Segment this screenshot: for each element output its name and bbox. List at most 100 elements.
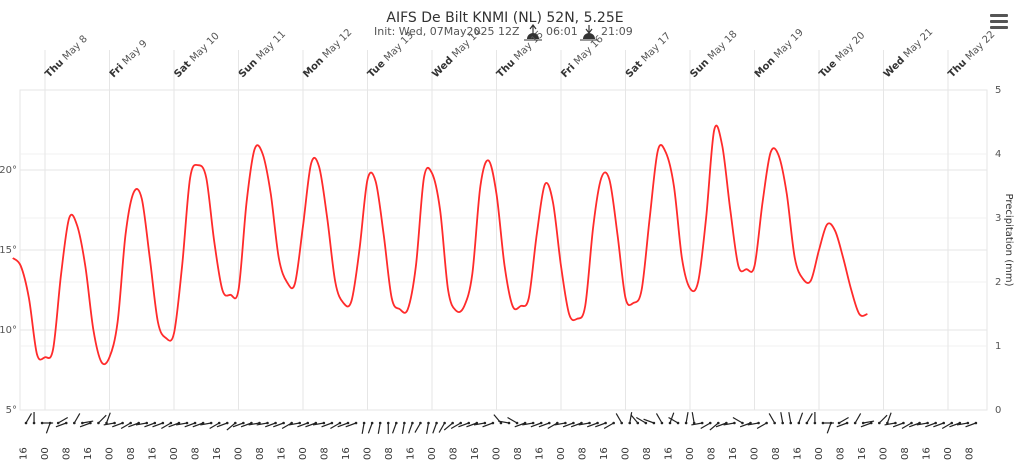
hour-label: 08 [126,447,137,460]
hour-label: 08 [513,447,524,460]
wind-barb-dot [282,421,285,425]
wind-barb-dot [556,421,559,425]
y-left-tick-label: 10° [0,325,17,336]
wind-barb [161,422,172,430]
wind-barb [615,413,623,424]
hour-label: 08 [62,447,73,460]
wind-barb-dot [330,421,334,425]
hour-label: 08 [965,447,976,460]
wind-barb [337,422,349,428]
wind-barb [105,412,111,424]
wind-barb [863,420,875,424]
day-label-date: May 12 [321,27,355,61]
wind-barb [522,422,534,426]
wind-barb [73,413,81,424]
wind-barb [466,422,478,428]
wind-barb [79,422,91,428]
hour-label: 08 [707,447,718,460]
wind-barb [669,412,675,424]
wind-barb-dot [201,421,205,425]
wind-barb-dot [797,421,801,425]
wind-barb-dot [403,421,406,425]
wind-barb-dot [902,421,905,425]
wind-barb-dot [910,421,913,425]
hour-label: 00 [621,447,632,460]
hour-label: 00 [943,447,954,460]
wind-barb-dot [322,421,326,425]
hour-label: 08 [320,447,331,460]
hour-label: 16 [212,447,223,460]
wind-barb-dot [926,421,929,425]
wind-barb-dot [145,421,149,425]
hamburger-menu-icon[interactable] [990,14,1008,29]
wind-barb [956,422,968,426]
wind-barb-dot [580,421,583,425]
wind-barb-dot [411,421,414,425]
wind-barb [443,422,454,431]
hour-label: 00 [814,447,825,460]
wind-barb [949,422,961,428]
y-right-tick-label: 4 [995,149,1001,160]
wind-barb-dot [564,421,567,425]
wind-barb [854,413,862,424]
wind-barb [200,422,212,426]
hour-label: 16 [341,447,352,460]
y-right-tick-label: 5 [995,85,1001,96]
wind-barb-dot [258,421,261,425]
wind-barb-dot [773,421,776,425]
wind-barb [438,422,446,433]
wind-barb [135,422,147,426]
day-label-date: May 21 [902,27,936,61]
wind-barb-dot [378,421,382,425]
wind-barb [507,416,518,424]
temperature-series-line [12,124,868,366]
wind-barb-dot [354,421,358,425]
wind-barb-dot [507,421,511,425]
wind-barb [458,422,469,428]
wind-barb-dot [604,421,607,425]
hour-label: 00 [685,447,696,460]
wind-barb [756,422,767,430]
wind-barb-dot [169,421,173,425]
wind-barb [547,422,558,430]
wind-barb [168,422,180,428]
wind-barb-dot [499,421,503,425]
wind-barb-dot [853,421,857,425]
day-label-date: May 19 [772,27,806,61]
wind-barb [273,422,284,428]
wind-barb [432,422,438,434]
wind-barb [941,422,953,430]
wind-barb [98,414,107,424]
wind-barb [806,413,813,424]
y-left-tick-label: 5° [6,405,17,416]
hour-label: 08 [836,447,847,460]
wind-barb [330,422,341,430]
y-axis-right-label: Precipitation (mm) [1003,194,1014,287]
wind-barb-dot [781,421,784,425]
wind-barb-dot [234,421,237,425]
wind-barb-dot [805,421,809,425]
day-label: Wed May 21 [882,27,936,81]
wind-barb-dot [741,421,744,425]
day-label: Thu May 22 [946,29,997,80]
day-label-date: May 22 [964,29,998,63]
wind-barb-dot [539,421,543,425]
day-label: Fri May 16 [559,34,605,80]
day-label: Thu May 8 [43,34,90,81]
x-hour-labels: 16 00 08 16 00 08 16 00 08 16 00 08 16 00 08 16 00 08 16 00… [19,447,976,460]
wind-barb-dot [467,421,471,425]
wind-barb [401,422,405,434]
wind-barb-dot [419,421,422,425]
wind-barb [732,416,743,424]
wind-barb-dot [861,421,865,425]
menu-bar-1 [990,14,1008,17]
wind-barb-dot [443,421,446,425]
wind-barb [747,422,759,426]
wind-barb [57,416,69,424]
hour-label: 08 [191,447,202,460]
wind-barb-dot [652,421,656,425]
wind-barb-dot [531,421,535,425]
wind-barb-dot [918,421,921,425]
menu-bar-2 [990,20,1008,23]
wind-barb-dot [105,421,108,425]
